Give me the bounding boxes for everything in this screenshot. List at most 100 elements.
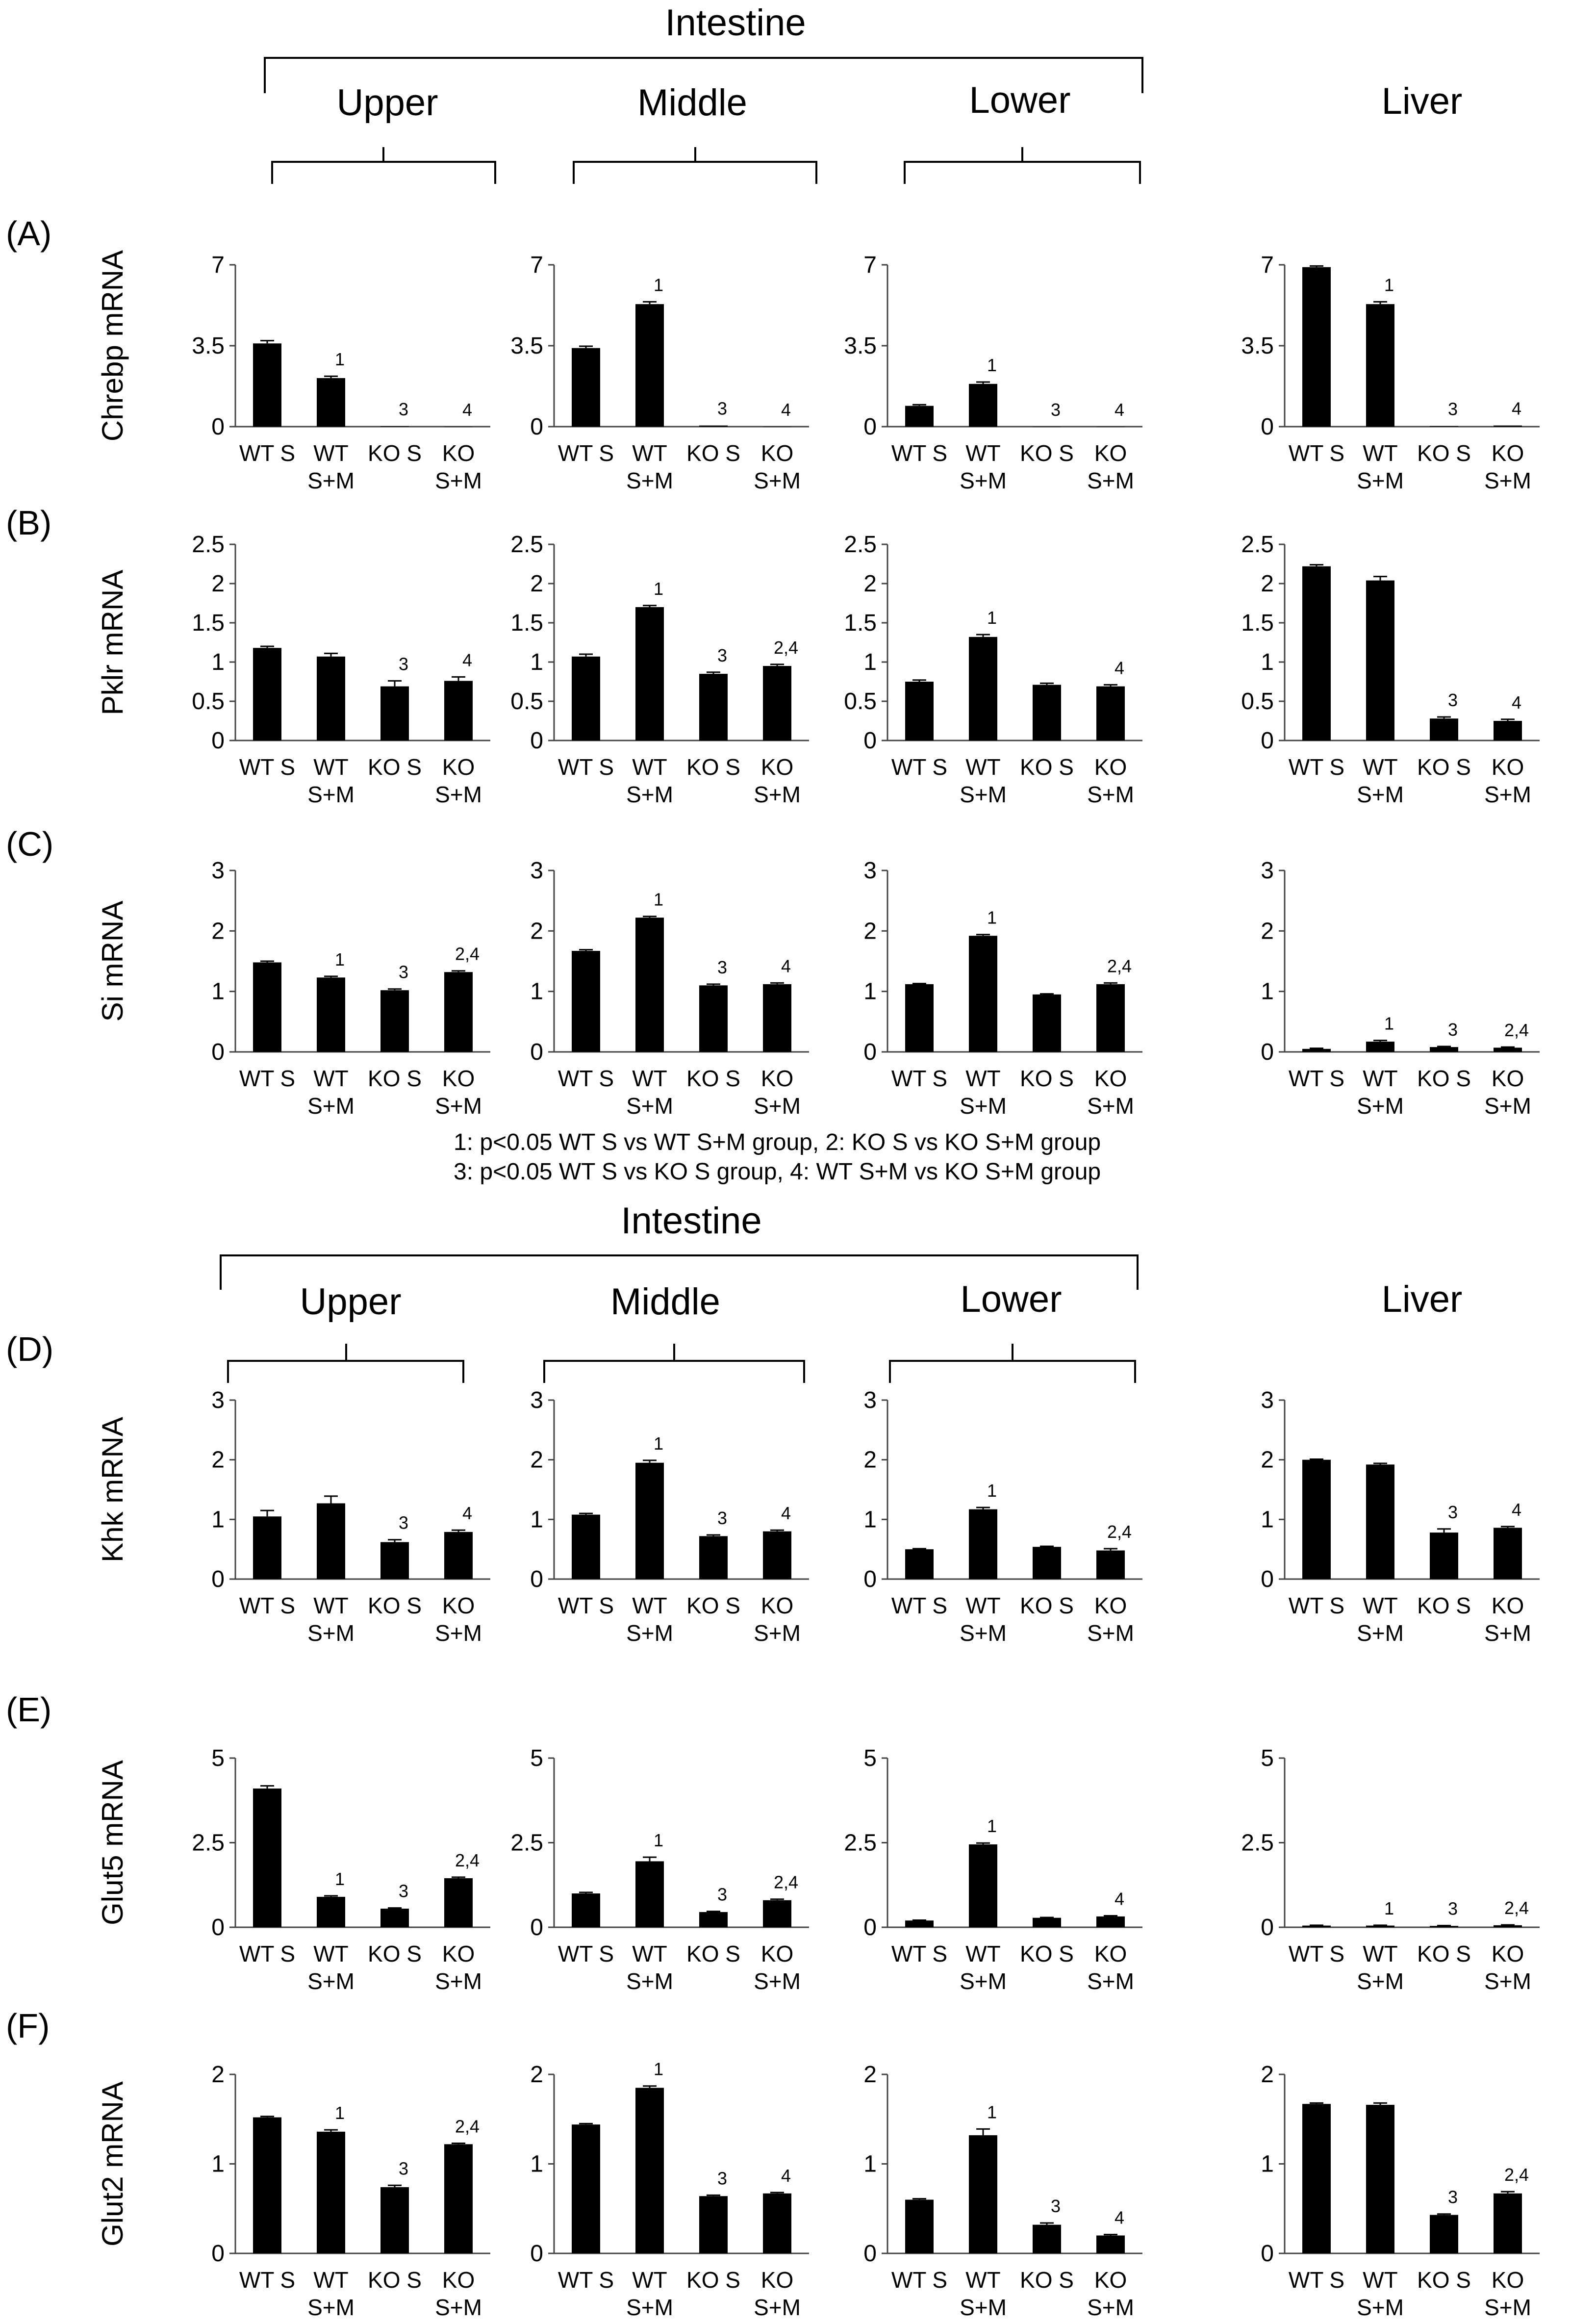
x-tick-label: WT S (1289, 2267, 1344, 2293)
x-tick-label: KO S (1417, 440, 1471, 466)
x-tick-label: WT S (891, 754, 947, 780)
x-tick-label: WT S+M (1357, 1593, 1404, 1646)
x-tick-label-line: WT S (1289, 1066, 1344, 1091)
bar (444, 1878, 473, 1927)
bar (905, 984, 934, 1052)
y-tick-label: 2 (211, 1447, 225, 1473)
x-tick-label-line: KO (442, 1593, 475, 1618)
x-tick-label-line: S+M (754, 1093, 801, 1119)
bar (317, 1503, 345, 1579)
x-tick-label: KO S (1020, 1066, 1074, 1091)
y-tick-label: 0 (1261, 728, 1274, 754)
y-axis-label: Glut5 mRNA (96, 1760, 129, 1925)
x-tick-label-line: S+M (1484, 1093, 1531, 1119)
significance-label: 3 (717, 2168, 727, 2188)
y-tick-label: 0 (211, 1039, 225, 1065)
significance-label: 1 (654, 579, 663, 599)
bar (380, 686, 409, 741)
x-tick-label-line: S+M (435, 1093, 482, 1119)
y-tick-label: 2 (211, 918, 225, 944)
footnote: 1: p<0.05 WT S vs WT S+M group, 2: KO S … (454, 1129, 1101, 1185)
significance-label: 3 (1448, 1020, 1458, 1040)
bar (1494, 1528, 1522, 1579)
significance-label: 4 (781, 1503, 791, 1523)
x-tick-label-line: KO (1492, 2267, 1524, 2293)
x-tick-label: WT S+M (960, 440, 1007, 493)
y-tick-label: 5 (863, 1745, 877, 1771)
y-tick-label: 1 (863, 649, 877, 675)
x-tick-label: WT S+M (626, 2267, 673, 2320)
significance-label: 4 (462, 400, 472, 420)
bar (1033, 2224, 1061, 2253)
significance-label: 1 (335, 1869, 345, 1889)
x-tick-label-line: KO (1094, 2267, 1127, 2293)
significance-label: 1 (335, 2103, 345, 2123)
x-tick-label-line: S+M (435, 2295, 482, 2320)
bar (969, 383, 997, 427)
x-tick-label-line: KO S (1020, 1593, 1074, 1618)
x-tick-label: WT S (558, 1066, 614, 1091)
significance-label: 3 (717, 399, 727, 419)
bar (969, 2135, 997, 2253)
x-tick-label-line: KO (1492, 754, 1524, 780)
significance-label: 3 (399, 399, 408, 419)
x-tick-label-line: KO S (368, 1941, 422, 1966)
bar (1366, 304, 1394, 427)
x-tick-label: KO S (1417, 1593, 1471, 1618)
upper-title-top: Upper (337, 82, 438, 124)
bar (699, 674, 728, 741)
bar (380, 990, 409, 1052)
y-tick-label: 2 (863, 2062, 877, 2088)
x-tick-label: WT S (239, 2267, 295, 2293)
y-tick-label: 0 (1261, 1039, 1274, 1065)
y-tick-label: 7 (863, 252, 877, 278)
x-tick-label: KO S (686, 1066, 740, 1091)
y-tick-label: 0 (211, 1566, 225, 1592)
y-tick-label: 0.5 (192, 689, 225, 715)
x-tick-label-line: KO S (1020, 2267, 1074, 2293)
x-tick-label-line: KO (1094, 754, 1127, 780)
y-tick-label: 3 (530, 1387, 543, 1413)
x-tick-label-line: KO (1492, 1066, 1524, 1091)
bar (1366, 1925, 1394, 1927)
x-tick-label: WT S (558, 1593, 614, 1618)
y-tick-label: 0 (863, 1915, 877, 1941)
x-tick-label: WT S (891, 440, 947, 466)
x-tick-label: KO S+M (1087, 754, 1134, 807)
y-tick-label: 1 (863, 1507, 877, 1532)
x-tick-label: KO S (686, 1941, 740, 1966)
significance-label: 4 (1115, 400, 1124, 420)
panel-label-c: (C) (6, 825, 53, 863)
x-tick-label-line: S+M (1357, 2295, 1404, 2320)
x-tick-label: KO S (1020, 1941, 1074, 1966)
x-tick-label: KO S+M (754, 1066, 801, 1119)
y-tick-label: 0 (530, 1039, 543, 1065)
x-tick-label-line: WT (313, 1066, 349, 1091)
bar (253, 648, 281, 741)
x-tick-label: WT S (1289, 1593, 1344, 1618)
bar (763, 1900, 791, 1927)
x-tick-label-line: S+M (307, 1093, 355, 1119)
y-tick-label: 2.5 (844, 532, 877, 558)
y-tick-label: 0 (211, 2241, 225, 2267)
bar (699, 425, 728, 427)
x-tick-label: KO S (368, 440, 422, 466)
bar (1430, 1926, 1458, 1927)
significance-label: 3 (1448, 1502, 1458, 1522)
x-tick-label: WT S (239, 1593, 295, 1618)
x-tick-label: KO S (1020, 1593, 1074, 1618)
x-tick-label-line: KO (761, 1066, 793, 1091)
bar (1494, 1047, 1522, 1052)
x-tick-label-line: KO S (368, 1066, 422, 1091)
y-tick-label: 0 (863, 2241, 877, 2267)
significance-label: 3 (717, 957, 727, 977)
bar (317, 656, 345, 741)
x-tick-label: KO S+M (1484, 754, 1531, 807)
x-tick-label-line: WT (1363, 440, 1398, 466)
y-tick-label: 2 (530, 2062, 543, 2088)
x-tick-label: KO S+M (754, 754, 801, 807)
